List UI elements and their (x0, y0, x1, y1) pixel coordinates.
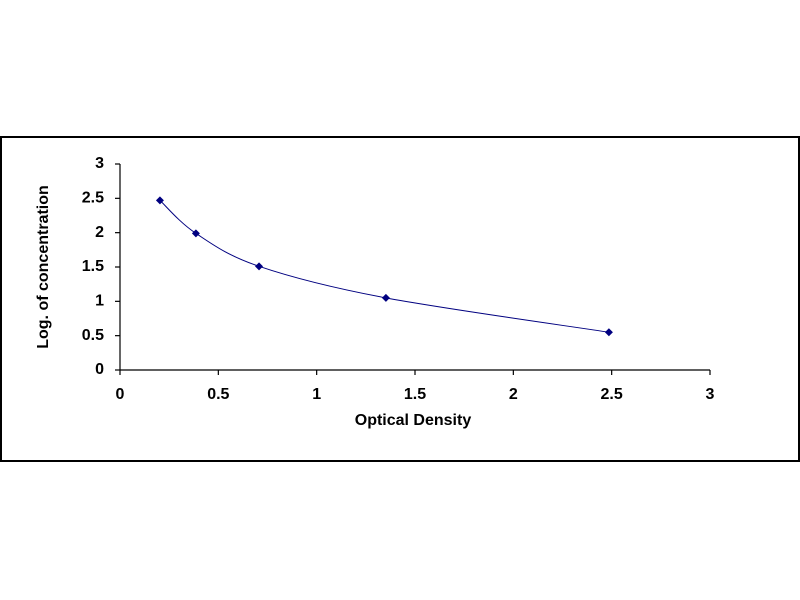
y-axis-title: Log. of concentration (35, 185, 52, 349)
y-tick-label: 0.5 (82, 327, 104, 344)
y-tick-label: 2.5 (82, 190, 104, 207)
x-tick-label: 1.5 (404, 386, 426, 403)
x-tick-label: 2 (509, 386, 518, 403)
chart-frame (0, 136, 800, 462)
y-tick-label: 3 (95, 155, 104, 172)
y-tick-label: 1.5 (82, 258, 104, 275)
x-tick-label: 2.5 (601, 386, 623, 403)
x-axis-title: Optical Density (355, 412, 472, 429)
data-point (255, 262, 264, 271)
x-tick-label: 3 (706, 386, 715, 403)
y-tick-label: 1 (95, 293, 104, 310)
data-point (155, 196, 164, 205)
x-tick-label: 1 (312, 386, 321, 403)
data-point (381, 293, 390, 302)
y-tick-label: 2 (95, 224, 104, 241)
data-point (191, 229, 200, 238)
x-tick-label: 0.5 (207, 386, 229, 403)
data-point (604, 328, 613, 337)
y-tick-label: 0 (95, 361, 104, 378)
x-tick-label: 0 (116, 386, 125, 403)
